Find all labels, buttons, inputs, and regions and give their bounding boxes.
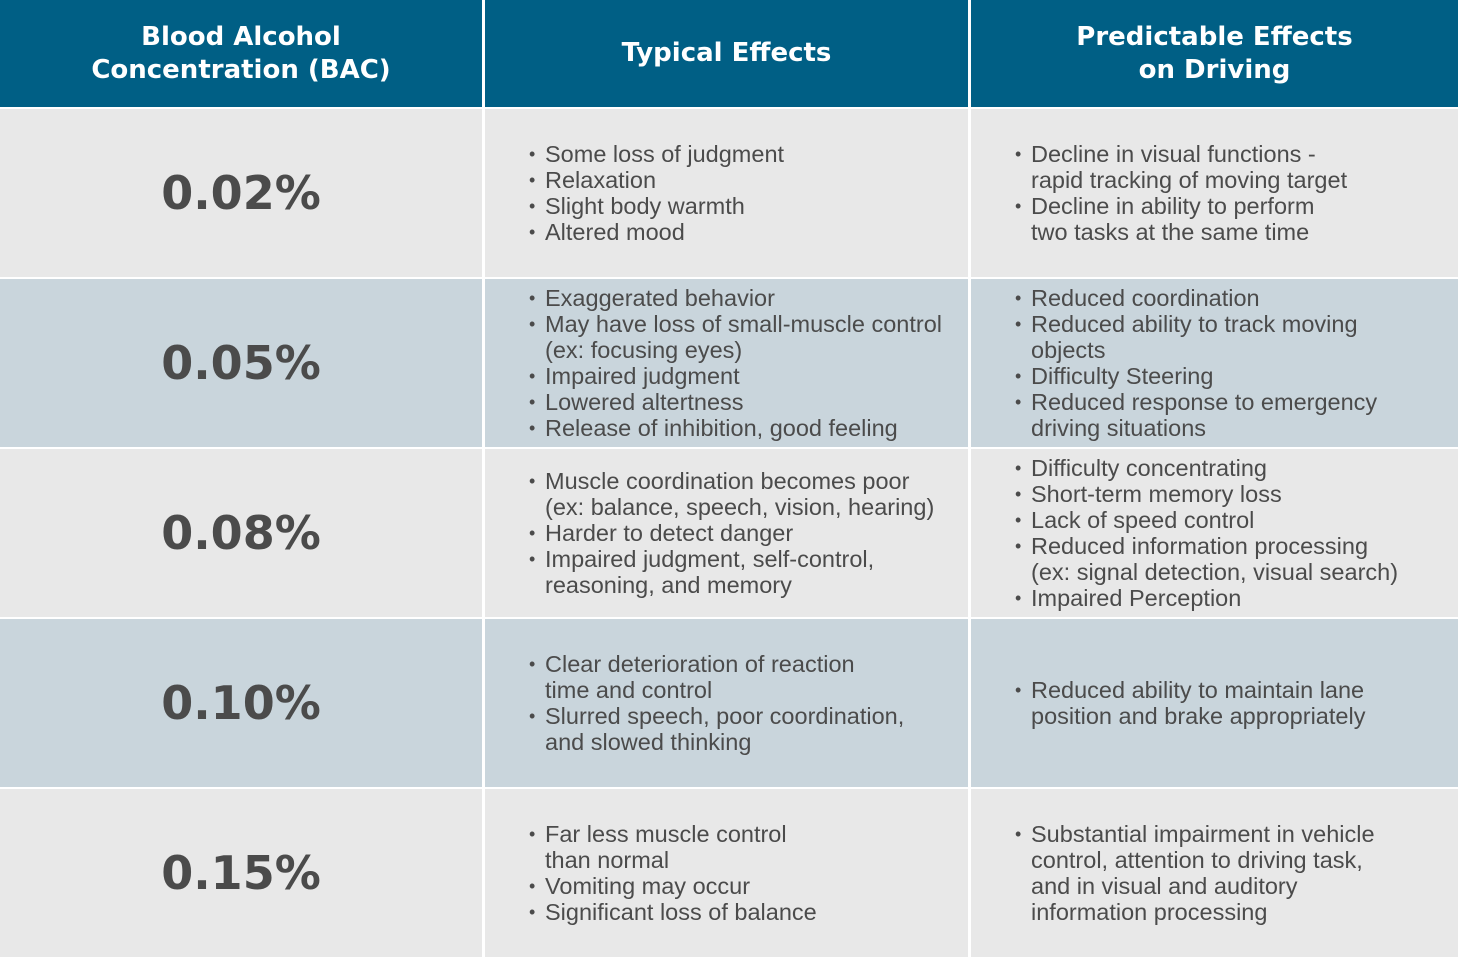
- effect-item: Slurred speech, poor coordination, and s…: [529, 703, 904, 755]
- effect-item: Reduced coordination: [1015, 285, 1377, 311]
- effect-item: Relaxation: [529, 167, 784, 193]
- effect-item: Clear deterioration of reaction time and…: [529, 651, 904, 703]
- effect-item: Reduced ability to track moving objects: [1015, 311, 1377, 363]
- effect-item: Decline in visual functions - rapid trac…: [1015, 141, 1347, 193]
- typical-effects-list: Clear deterioration of reaction time and…: [485, 651, 904, 755]
- driving-effects-list: Reduced ability to maintain lane positio…: [971, 677, 1365, 729]
- bac-value: 0.10%: [0, 617, 485, 787]
- typical-effects-cell: Exaggerated behaviorMay have loss of sma…: [485, 277, 971, 447]
- effect-item: Some loss of judgment: [529, 141, 784, 167]
- typical-effects-list: Some loss of judgmentRelaxationSlight bo…: [485, 141, 784, 245]
- driving-effects-cell: Difficulty concentratingShort-term memor…: [971, 447, 1458, 617]
- driving-effects-list: Difficulty concentratingShort-term memor…: [971, 455, 1398, 611]
- effect-item: Exaggerated behavior: [529, 285, 942, 311]
- effect-item: Reduced ability to maintain lane positio…: [1015, 677, 1365, 729]
- effect-item: Far less muscle control than normal: [529, 821, 817, 873]
- effect-item: Slight body warmth: [529, 193, 784, 219]
- effect-item: Vomiting may occur: [529, 873, 817, 899]
- typical-effects-cell: Clear deterioration of reaction time and…: [485, 617, 971, 787]
- effect-item: Impaired judgment: [529, 363, 942, 389]
- driving-effects-list: Decline in visual functions - rapid trac…: [971, 141, 1347, 245]
- driving-effects-cell: Decline in visual functions - rapid trac…: [971, 107, 1458, 277]
- header-typical-effects: Typical Effects: [485, 0, 971, 107]
- effect-item: Release of inhibition, good feeling: [529, 415, 942, 441]
- effect-item: Impaired judgment, self-control, reasoni…: [529, 546, 934, 598]
- bac-value: 0.08%: [0, 447, 485, 617]
- driving-effects-cell: Substantial impairment in vehicle contro…: [971, 787, 1458, 957]
- effect-item: Harder to detect danger: [529, 520, 934, 546]
- bac-value: 0.02%: [0, 107, 485, 277]
- header-driving-effects: Predictable Effects on Driving: [971, 0, 1458, 107]
- driving-effects-cell: Reduced ability to maintain lane positio…: [971, 617, 1458, 787]
- driving-effects-cell: Reduced coordinationReduced ability to t…: [971, 277, 1458, 447]
- bac-value: 0.15%: [0, 787, 485, 957]
- effect-item: Impaired Perception: [1015, 585, 1398, 611]
- effect-item: Short-term memory loss: [1015, 481, 1398, 507]
- typical-effects-list: Far less muscle control than normalVomit…: [485, 821, 817, 925]
- effect-item: Altered mood: [529, 219, 784, 245]
- typical-effects-cell: Some loss of judgmentRelaxationSlight bo…: [485, 107, 971, 277]
- effect-item: Substantial impairment in vehicle contro…: [1015, 821, 1375, 925]
- typical-effects-cell: Muscle coordination becomes poor (ex: ba…: [485, 447, 971, 617]
- effect-item: Difficulty Steering: [1015, 363, 1377, 389]
- effect-item: Lowered altertness: [529, 389, 942, 415]
- effect-item: Difficulty concentrating: [1015, 455, 1398, 481]
- driving-effects-list: Substantial impairment in vehicle contro…: [971, 821, 1375, 925]
- effect-item: Significant loss of balance: [529, 899, 817, 925]
- effect-item: Reduced information processing (ex: sign…: [1015, 533, 1398, 585]
- typical-effects-cell: Far less muscle control than normalVomit…: [485, 787, 971, 957]
- header-bac: Blood Alcohol Concentration (BAC): [0, 0, 485, 107]
- effect-item: May have loss of small-muscle control (e…: [529, 311, 942, 363]
- effect-item: Muscle coordination becomes poor (ex: ba…: [529, 468, 934, 520]
- typical-effects-list: Muscle coordination becomes poor (ex: ba…: [485, 468, 934, 598]
- effect-item: Reduced response to emergency driving si…: [1015, 389, 1377, 441]
- effect-item: Decline in ability to perform two tasks …: [1015, 193, 1347, 245]
- bac-value: 0.05%: [0, 277, 485, 447]
- typical-effects-list: Exaggerated behaviorMay have loss of sma…: [485, 285, 942, 441]
- effect-item: Lack of speed control: [1015, 507, 1398, 533]
- driving-effects-list: Reduced coordinationReduced ability to t…: [971, 285, 1377, 441]
